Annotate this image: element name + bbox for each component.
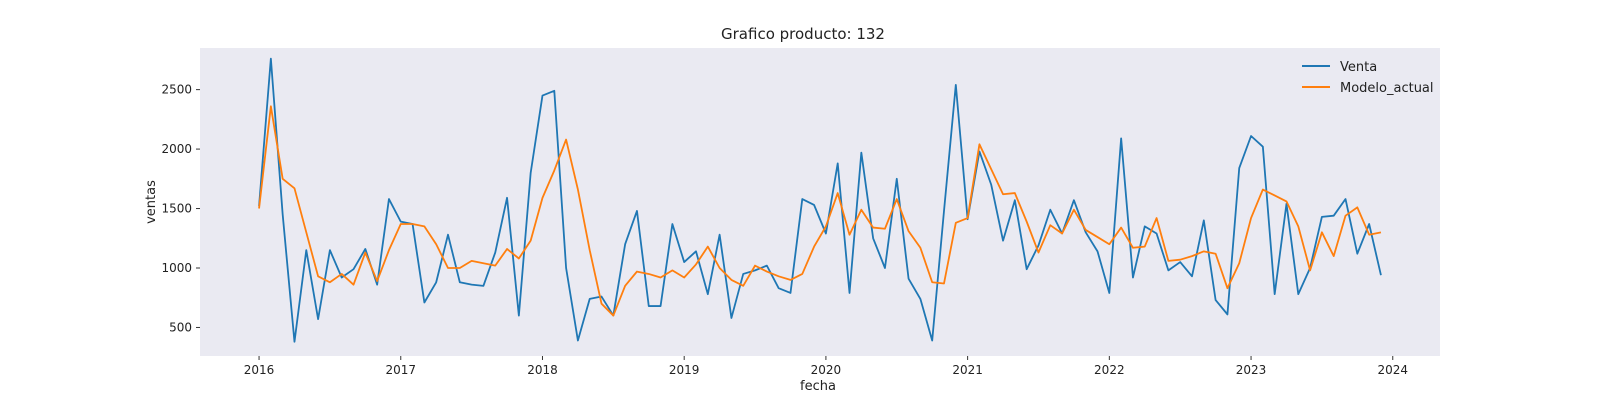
y-axis: 500 1000 1500 2000 2500 — [161, 83, 200, 334]
series-line-venta — [258, 57, 1382, 343]
x-tick-label: 2018 — [527, 363, 558, 377]
y-tick-label: 2500 — [161, 83, 192, 97]
legend-label: Venta — [1340, 60, 1377, 75]
series-line-modelo-actual — [258, 105, 1382, 317]
y-tick-label: 1000 — [161, 261, 192, 275]
x-tick-label: 2023 — [1236, 363, 1267, 377]
x-tick-label: 2016 — [244, 363, 275, 377]
legend-item: Modelo_actual — [1302, 81, 1434, 96]
y-axis-label: ventas — [144, 180, 159, 224]
x-tick-label: 2024 — [1377, 363, 1408, 377]
y-tick-label: 500 — [169, 320, 192, 334]
plot-background — [200, 48, 1440, 356]
x-tick-label: 2021 — [952, 363, 983, 377]
x-tick-label: 2017 — [385, 363, 416, 377]
x-tick-label: 2019 — [669, 363, 700, 377]
y-tick-label: 2000 — [161, 142, 192, 156]
legend-label: Modelo_actual — [1340, 81, 1434, 96]
y-tick-label: 1500 — [161, 202, 192, 216]
chart-title: Grafico producto: 132 — [721, 25, 885, 43]
x-axis: 2016 2017 2018 2019 2020 2021 2022 2023 2024 — [244, 356, 1408, 377]
x-axis-label: fecha — [800, 379, 836, 394]
series-layer — [258, 57, 1382, 343]
legend: Venta Modelo_actual — [1302, 60, 1434, 96]
legend-item: Venta — [1302, 60, 1377, 75]
x-tick-label: 2022 — [1094, 363, 1125, 377]
x-tick-label: 2020 — [811, 363, 842, 377]
